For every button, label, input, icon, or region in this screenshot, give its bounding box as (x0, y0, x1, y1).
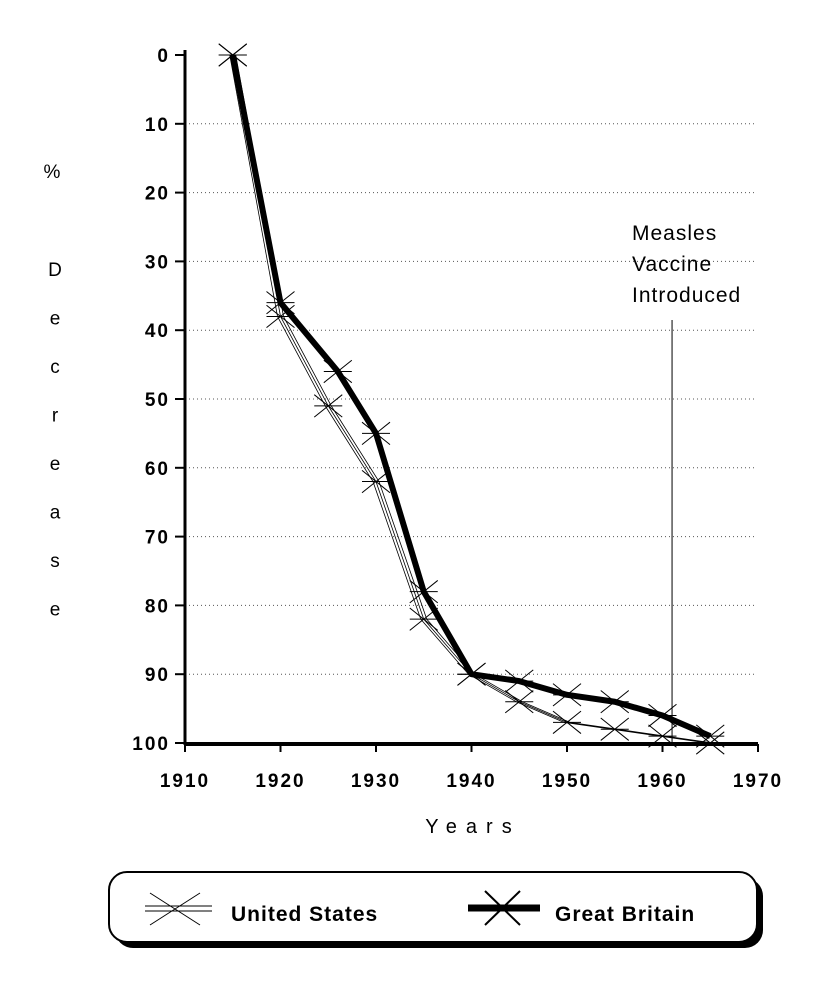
y-tick-label: 80 (145, 596, 170, 617)
legend: United States Great Britain (108, 871, 763, 948)
y-tick-label: 100 (132, 734, 170, 755)
data-point-great-britain (552, 683, 582, 707)
vaccine-annotation-text: Measles (632, 222, 717, 245)
y-axis-label-letter: s (50, 551, 60, 572)
y-tick-label: 60 (145, 459, 170, 480)
x-tick-label: 1970 (733, 771, 783, 792)
y-tick-label: 70 (145, 528, 170, 549)
y-axis-label-letter: e (50, 309, 61, 330)
data-point-great-britain (323, 359, 353, 384)
data-point-great-britain (457, 662, 486, 686)
series-line-great-britain (229, 54, 712, 739)
data-point-great-britain (266, 291, 295, 315)
y-axis-label-letter: e (50, 454, 61, 475)
x-tick-labels: 1910 1920 1930 1940 1950 1960 1970 (160, 744, 783, 792)
y-axis-label: De c r e a s e (48, 260, 62, 621)
vaccine-annotation: Measles Vaccine Introduced (632, 222, 741, 743)
data-point-great-britain (409, 580, 439, 604)
data-point-united-states (313, 394, 343, 418)
data-point-united-states (504, 690, 534, 714)
y-axis-label-letter: e (50, 600, 61, 621)
data-series (218, 43, 725, 755)
y-tick-label: 40 (145, 321, 170, 342)
y-axis-label-letter: c (50, 357, 60, 378)
series-line-united-states (232, 54, 711, 744)
y-axis-label-symbol: % (44, 162, 61, 183)
gridlines (185, 123, 755, 675)
x-tick-label: 1910 (160, 771, 210, 792)
y-tick-label: 30 (145, 252, 170, 273)
legend-label-united-states: United States (231, 903, 378, 926)
y-axis-label-letter: D (48, 260, 62, 281)
data-point-great-britain (648, 703, 677, 728)
data-point-great-britain (504, 669, 534, 693)
legend-swatch-great-britain (468, 890, 540, 926)
legend-swatch-united-states (145, 892, 212, 926)
data-point-united-states (600, 717, 630, 741)
y-tick-label: 0 (157, 46, 170, 67)
legend-box (108, 871, 758, 943)
x-tick-label: 1960 (637, 771, 687, 792)
vaccine-annotation-text: Vaccine (632, 253, 712, 276)
y-tick-label: 20 (145, 184, 170, 205)
x-tick-label: 1930 (351, 771, 401, 792)
y-tick-labels: 0 10 20 30 40 50 60 70 80 90 100 (132, 46, 185, 755)
x-tick-label: 1920 (255, 771, 305, 792)
data-point-united-states (648, 724, 677, 748)
data-point-great-britain (218, 43, 248, 67)
x-tick-label: 1940 (446, 771, 496, 792)
data-point-great-britain (695, 724, 725, 748)
data-point-great-britain (600, 690, 630, 714)
data-point-great-britain (361, 421, 391, 445)
x-tick-label: 1950 (542, 771, 592, 792)
y-axis-label-letter: a (50, 503, 61, 524)
vaccine-annotation-text: Introduced (632, 284, 741, 307)
x-axis-label: Years (425, 816, 520, 838)
y-axis-label-letter: r (52, 406, 59, 427)
y-tick-label: 10 (145, 115, 170, 136)
legend-label-great-britain: Great Britain (555, 903, 695, 926)
y-tick-label: 90 (145, 665, 170, 686)
data-point-united-states (552, 710, 582, 734)
y-tick-label: 50 (145, 390, 170, 411)
